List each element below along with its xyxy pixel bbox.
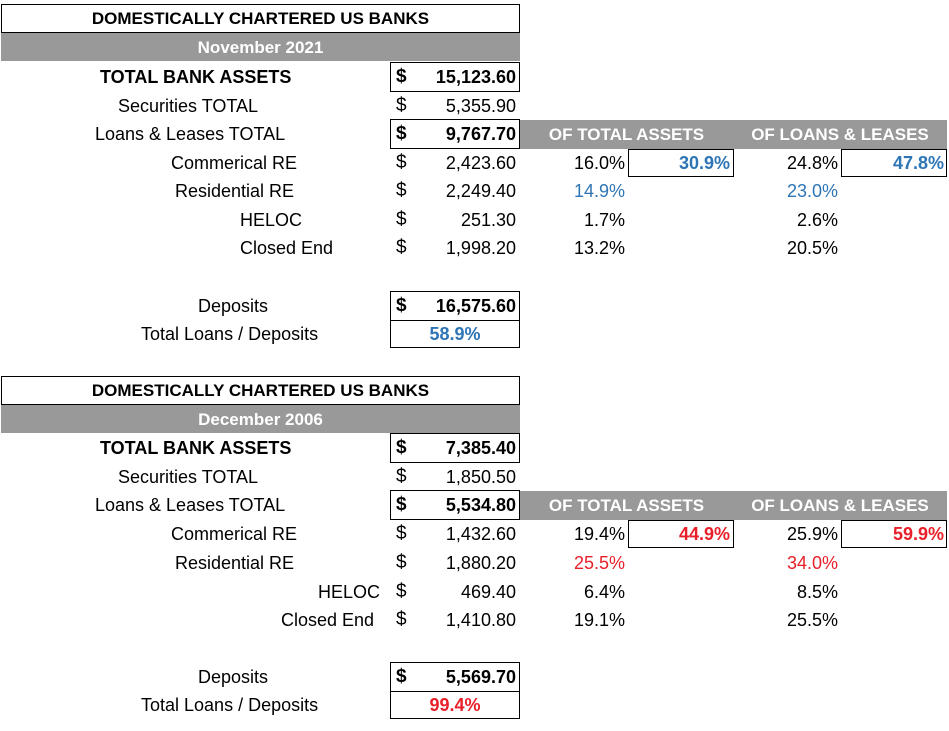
cre-res-sum-loans: 59.9% <box>892 524 944 544</box>
currency-symbol: $ <box>396 180 407 201</box>
section-title: DOMESTICALLY CHARTERED US BANKS <box>1 376 520 405</box>
loans-deposits-value: 58.9% <box>429 324 481 344</box>
currency-symbol: $ <box>396 66 407 87</box>
loans-value: 9,767.70 <box>445 124 516 144</box>
currency-symbol: $ <box>396 609 407 630</box>
cre-res-sum-assets-cell <box>628 149 734 177</box>
currency-symbol: $ <box>396 523 407 544</box>
deposits-value: 16,575.60 <box>435 296 516 316</box>
loans-deposits-label: Total Loans / Deposits <box>141 695 319 715</box>
closed-end-pct-loans: 25.5% <box>786 610 838 630</box>
heloc-label: HELOC <box>240 210 303 230</box>
header-of-total-assets: OF TOTAL ASSETS <box>520 120 733 149</box>
period-bar: November 2021 <box>1 33 520 61</box>
currency-symbol: $ <box>396 209 407 230</box>
currency-symbol: $ <box>396 552 407 573</box>
closed-end-label: Closed End <box>281 610 375 630</box>
loans-cell <box>390 490 520 520</box>
cre-res-sum-loans-cell <box>841 520 947 548</box>
currency-symbol: $ <box>396 466 407 487</box>
currency-symbol: $ <box>396 95 407 116</box>
currency-symbol: $ <box>396 437 407 458</box>
commercial-re-pct-loans: 25.9% <box>786 524 838 544</box>
commercial-re-label: Commerical RE <box>171 153 298 173</box>
heloc-label: HELOC <box>318 582 381 602</box>
commercial-re-value: 1,432.60 <box>445 524 516 544</box>
header-of-total-assets: OF TOTAL ASSETS <box>520 491 733 520</box>
heloc-pct-assets: 6.4% <box>583 582 625 602</box>
securities-label: Securities TOTAL <box>118 467 259 487</box>
header-of-loans-leases: OF LOANS & LEASES <box>733 120 947 149</box>
commercial-re-label: Commerical RE <box>171 524 298 544</box>
commercial-re-pct-loans: 24.8% <box>786 153 838 173</box>
deposits-label: Deposits <box>198 667 269 687</box>
commercial-re-pct-assets: 16.0% <box>573 153 625 173</box>
heloc-value: 251.30 <box>460 210 516 230</box>
securities-value: 1,850.50 <box>445 467 516 487</box>
total-assets-label: TOTAL BANK ASSETS <box>100 438 292 458</box>
closed-end-pct-loans: 20.5% <box>786 238 838 258</box>
currency-symbol: $ <box>396 295 407 316</box>
loans-deposits-value: 99.4% <box>429 695 481 715</box>
total-assets-label: TOTAL BANK ASSETS <box>100 67 292 87</box>
residential-re-pct-assets: 14.9% <box>573 181 625 201</box>
total-assets-value: 15,123.60 <box>435 67 516 87</box>
closed-end-pct-assets: 13.2% <box>573 238 625 258</box>
total-assets-value: 7,385.40 <box>445 438 516 458</box>
total-assets-cell <box>390 62 520 92</box>
closed-end-pct-assets: 19.1% <box>573 610 625 630</box>
residential-re-pct-assets: 25.5% <box>573 553 625 573</box>
securities-value: 5,355.90 <box>445 96 516 116</box>
closed-end-value: 1,998.20 <box>445 238 516 258</box>
loans-label: Loans & Leases TOTAL <box>95 495 286 515</box>
cre-res-sum-assets-cell <box>628 520 734 548</box>
currency-symbol: $ <box>396 152 407 173</box>
loans-value: 5,534.80 <box>445 495 516 515</box>
deposits-value: 5,569.70 <box>445 667 516 687</box>
currency-symbol: $ <box>396 666 407 687</box>
residential-re-label: Residential RE <box>175 181 295 201</box>
closed-end-value: 1,410.80 <box>445 610 516 630</box>
currency-symbol: $ <box>396 237 407 258</box>
loans-cell <box>390 119 520 149</box>
heloc-value: 469.40 <box>460 582 516 602</box>
loans-label: Loans & Leases TOTAL <box>95 124 286 144</box>
residential-re-label: Residential RE <box>175 553 295 573</box>
residential-re-pct-loans: 34.0% <box>786 553 838 573</box>
commercial-re-pct-assets: 19.4% <box>573 524 625 544</box>
header-of-loans-leases: OF LOANS & LEASES <box>733 491 947 520</box>
deposits-label: Deposits <box>198 296 269 316</box>
heloc-pct-loans: 8.5% <box>796 582 838 602</box>
total-assets-cell <box>390 433 520 463</box>
loans-deposits-cell <box>390 320 520 348</box>
cre-res-sum-assets: 30.9% <box>678 153 730 173</box>
residential-re-value: 2,249.40 <box>445 181 516 201</box>
heloc-pct-assets: 1.7% <box>583 210 625 230</box>
cre-res-sum-loans-cell <box>841 149 947 177</box>
loans-deposits-label: Total Loans / Deposits <box>141 324 319 344</box>
securities-label: Securities TOTAL <box>118 96 259 116</box>
period-bar: December 2006 <box>1 405 520 433</box>
closed-end-label: Closed End <box>240 238 334 258</box>
cre-res-sum-assets: 44.9% <box>678 524 730 544</box>
currency-symbol: $ <box>396 581 407 602</box>
currency-symbol: $ <box>396 494 407 515</box>
heloc-pct-loans: 2.6% <box>796 210 838 230</box>
loans-deposits-cell <box>390 691 520 719</box>
currency-symbol: $ <box>396 123 407 144</box>
commercial-re-value: 2,423.60 <box>445 153 516 173</box>
residential-re-value: 1,880.20 <box>445 553 516 573</box>
cre-res-sum-loans: 47.8% <box>892 153 944 173</box>
section-title: DOMESTICALLY CHARTERED US BANKS <box>1 4 520 33</box>
residential-re-pct-loans: 23.0% <box>786 181 838 201</box>
